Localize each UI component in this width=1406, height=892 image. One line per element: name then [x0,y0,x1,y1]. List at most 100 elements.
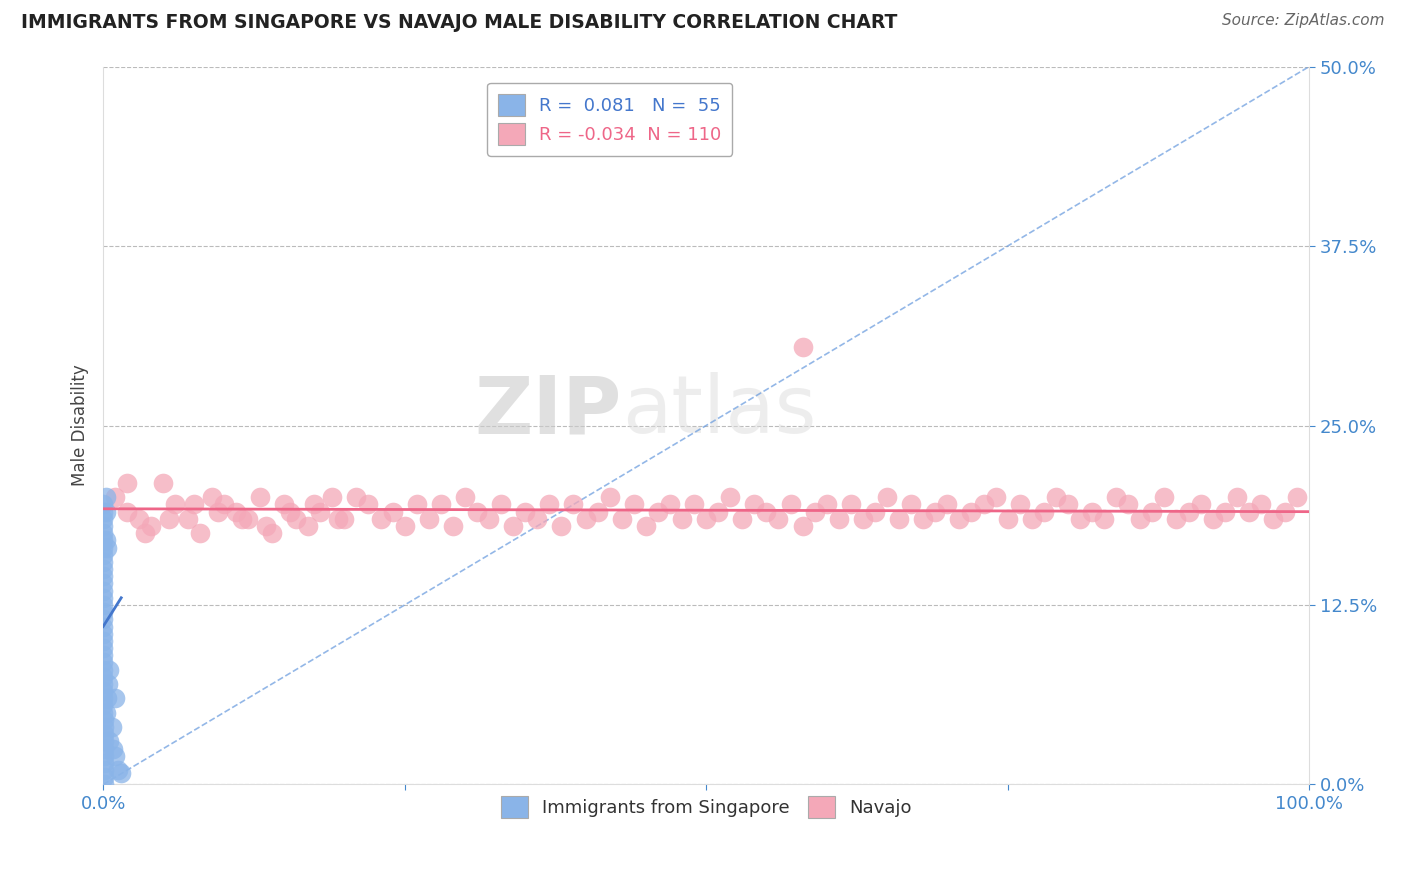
Text: IMMIGRANTS FROM SINGAPORE VS NAVAJO MALE DISABILITY CORRELATION CHART: IMMIGRANTS FROM SINGAPORE VS NAVAJO MALE… [21,13,897,32]
Point [634,519,657,533]
Point [93,748,115,763]
Point [91,598,114,612]
Point [695,512,717,526]
Point [273,498,295,512]
Point [610,512,633,526]
Point [91,698,114,713]
Point [309,505,332,519]
Point [91,670,114,684]
Point [1129,512,1152,526]
Point [98,734,121,748]
Point [333,512,356,526]
Point [755,505,778,519]
Point [405,498,427,512]
Point [1177,505,1199,519]
Point [91,519,114,533]
Point [93,713,115,727]
Point [91,533,114,548]
Point [1045,491,1067,505]
Point [887,512,910,526]
Point [984,491,1007,505]
Point [159,512,181,526]
Point [683,498,706,512]
Point [101,741,124,756]
Point [96,541,118,555]
Point [718,491,741,505]
Point [515,505,537,519]
Point [285,512,308,526]
Point [100,720,122,734]
Point [852,512,875,526]
Point [357,498,380,512]
Point [623,498,645,512]
Point [454,491,477,505]
Point [936,498,959,512]
Point [94,533,117,548]
Point [1166,512,1188,526]
Point [478,512,501,526]
Point [91,626,114,640]
Point [707,505,730,519]
Point [586,505,609,519]
Point [803,505,825,519]
Point [249,491,271,505]
Point [91,591,114,605]
Point [93,720,115,734]
Point [1237,505,1260,519]
Point [104,491,127,505]
Point [1057,498,1080,512]
Point [141,519,163,533]
Point [91,526,114,541]
Legend: Immigrants from Singapore, Navajo: Immigrants from Singapore, Navajo [494,789,920,826]
Point [188,526,211,541]
Point [502,519,524,533]
Point [779,498,801,512]
Point [1189,498,1212,512]
Point [93,741,115,756]
Point [839,498,862,512]
Point [562,498,585,512]
Point [430,498,453,512]
Point [997,512,1019,526]
Point [91,505,114,519]
Point [815,498,838,512]
Point [1274,505,1296,519]
Point [370,512,392,526]
Point [91,684,114,698]
Point [538,498,561,512]
Point [93,770,115,784]
Point [93,763,115,777]
Point [489,498,512,512]
Point [91,498,114,512]
Point [1250,498,1272,512]
Point [1116,498,1139,512]
Point [1153,491,1175,505]
Point [94,706,117,720]
Point [1032,505,1054,519]
Point [792,340,814,354]
Point [93,756,115,770]
Text: atlas: atlas [621,372,815,450]
Point [231,512,253,526]
Point [278,505,301,519]
Text: ZIP: ZIP [474,372,621,450]
Point [658,498,681,512]
Point [792,519,814,533]
Y-axis label: Male Disability: Male Disability [72,365,89,486]
Point [1092,512,1115,526]
Point [671,512,693,526]
Point [91,677,114,691]
Point [152,475,174,490]
Point [465,505,488,519]
Point [526,512,548,526]
Point [321,491,343,505]
Point [863,505,886,519]
Point [207,505,229,519]
Point [97,677,120,691]
Point [91,555,114,569]
Point [260,526,283,541]
Point [117,475,139,490]
Point [91,605,114,619]
Point [1021,512,1043,526]
Point [134,526,156,541]
